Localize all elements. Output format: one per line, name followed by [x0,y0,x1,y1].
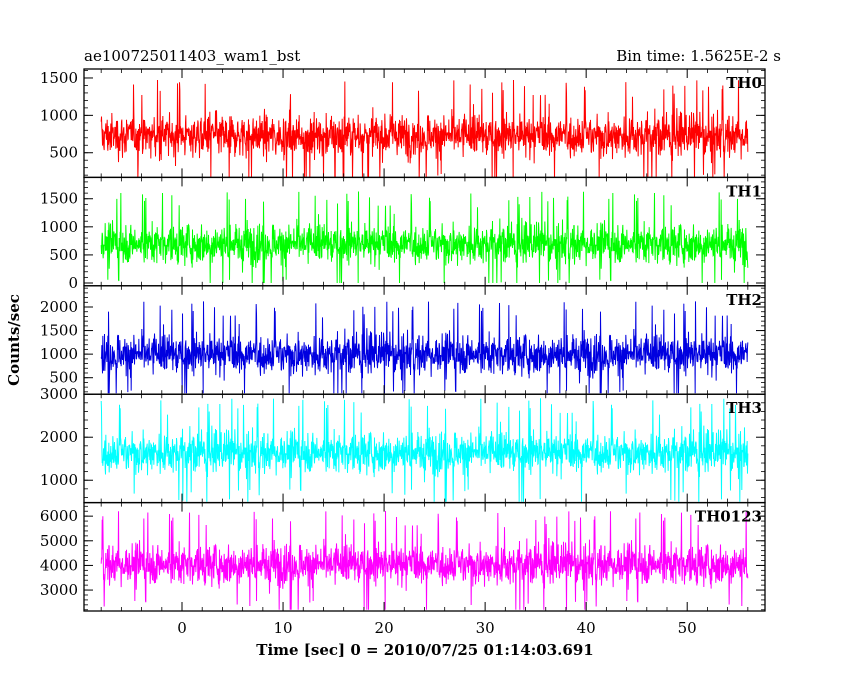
series-line-th0 [100,80,749,178]
panel-th0123: 3000 4000 5000 6000 TH0123 [40,501,766,612]
series-line-th3 [100,398,749,502]
y-tick-label: 3000 [40,581,78,599]
panel-th3: 1000 2000 3000 TH3 [40,385,766,504]
y-tick-label: 5000 [40,532,78,550]
panel-label: TH0123 [695,508,762,526]
y-tick-label: 1500 [40,322,78,340]
figure-title: ae100725011403_wam1_bst [84,47,300,65]
panel-th0: 500 1000 1500 TH0 [40,68,766,179]
y-tick-label: 1000 [40,345,78,363]
x-axis-label: Time [sec] 0 = 2010/07/25 01:14:03.691 [256,641,593,659]
y-tick-label: 2000 [40,298,78,316]
panel-th2: 500 1000 1500 2000 TH2 [40,285,766,395]
y-tick-label: 500 [49,369,78,387]
y-tick-label: 1500 [40,190,78,208]
y-tick-label: 500 [49,246,78,264]
y-tick-label: 4000 [40,556,78,574]
panel-label: TH1 [726,182,762,200]
y-tick-label: 1500 [40,69,78,87]
series-line-th0123 [100,511,749,610]
y-tick-label: 6000 [40,507,78,525]
panel-label: TH0 [726,74,762,92]
x-tick-label: 40 [577,619,596,637]
y-tick-label: 1000 [40,471,78,489]
panel-th1: 0 500 1000 1500 TH1 [40,176,766,292]
y-tick-label: 1000 [40,218,78,236]
panel-label: TH3 [726,399,762,417]
series-line-th1 [100,191,749,283]
x-tick-label: 10 [273,619,292,637]
y-tick-label: 2000 [40,428,78,446]
y-tick-label: 1000 [40,106,78,124]
x-tick-label: 0 [177,619,187,637]
x-tick-label: 20 [375,619,394,637]
y-axis-label: Counts/sec [5,294,23,386]
x-tick-label: 30 [476,619,495,637]
y-tick-label: 3000 [40,385,78,403]
y-tick-label: 500 [49,144,78,162]
y-tick-label: 0 [68,274,78,292]
series-line-th2 [100,301,749,394]
panel-label: TH2 [726,291,762,309]
panels-group: 500 1000 1500 TH0 0 500 1000 1500 TH1 500 1000 1500… [40,68,766,612]
bin-time-label: Bin time: 1.5625E-2 s [616,47,781,65]
x-tick-labels: 0 10 20 30 40 50 [177,619,697,637]
x-tick-label: 50 [678,619,697,637]
